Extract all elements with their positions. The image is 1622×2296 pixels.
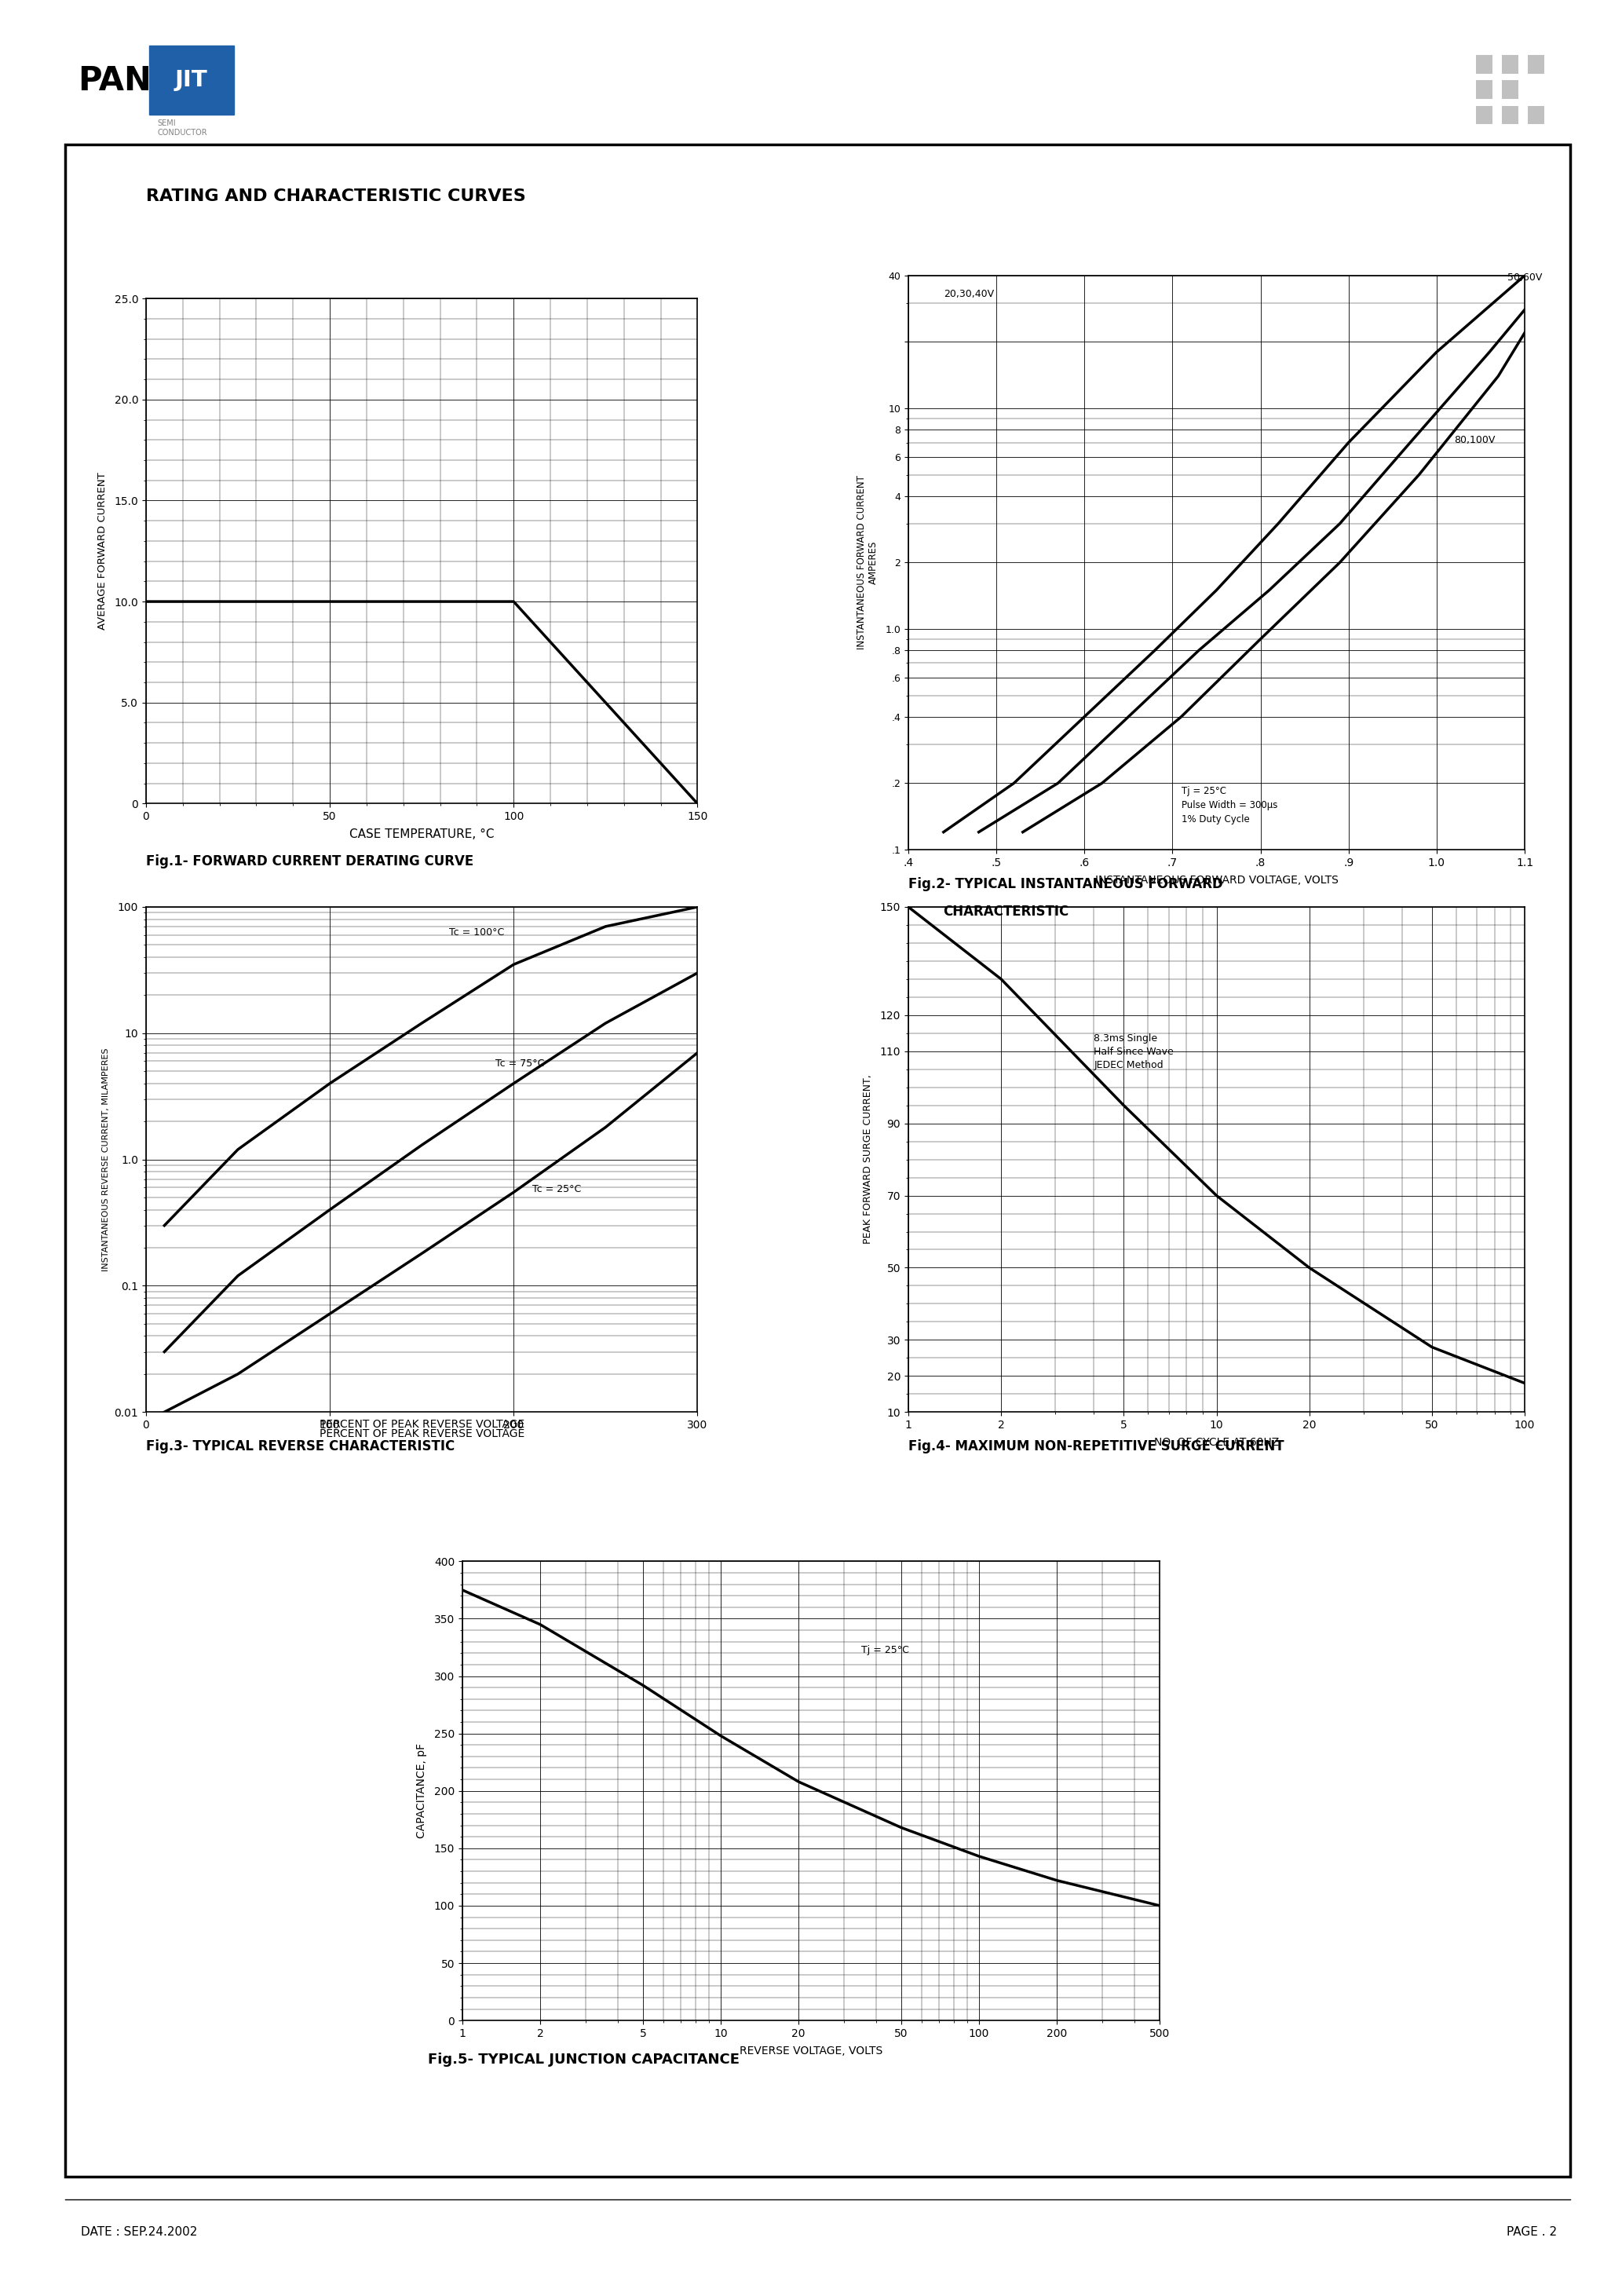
- X-axis label: INSTANTANEOUS FORWARD VOLTAGE, VOLTS: INSTANTANEOUS FORWARD VOLTAGE, VOLTS: [1095, 875, 1338, 886]
- Text: Fig.3- TYPICAL REVERSE CHARACTERISTIC: Fig.3- TYPICAL REVERSE CHARACTERISTIC: [146, 1440, 454, 1453]
- Text: 50,60V: 50,60V: [1507, 273, 1543, 282]
- Text: Tj = 25°C
Pulse Width = 300μs
1% Duty Cycle: Tj = 25°C Pulse Width = 300μs 1% Duty Cy…: [1181, 785, 1278, 824]
- Text: Tj = 25°C: Tj = 25°C: [861, 1646, 908, 1655]
- Text: SEMI
CONDUCTOR: SEMI CONDUCTOR: [157, 119, 208, 135]
- Text: Fig.1- FORWARD CURRENT DERATING CURVE: Fig.1- FORWARD CURRENT DERATING CURVE: [146, 854, 474, 868]
- Bar: [1476, 55, 1492, 73]
- Text: RATING AND CHARACTERISTIC CURVES: RATING AND CHARACTERISTIC CURVES: [146, 188, 526, 204]
- FancyBboxPatch shape: [149, 46, 234, 115]
- Text: PAN: PAN: [78, 64, 151, 96]
- Bar: [1476, 106, 1492, 124]
- Text: 80,100V: 80,100V: [1455, 434, 1495, 445]
- X-axis label: REVERSE VOLTAGE, VOLTS: REVERSE VOLTAGE, VOLTS: [740, 2046, 882, 2057]
- Text: JIT: JIT: [175, 69, 208, 92]
- Text: PAGE . 2: PAGE . 2: [1507, 2225, 1557, 2239]
- X-axis label: CASE TEMPERATURE, °C: CASE TEMPERATURE, °C: [349, 829, 495, 840]
- Bar: [1502, 80, 1518, 99]
- Y-axis label: PEAK FORWARD SURGE CURRENT,: PEAK FORWARD SURGE CURRENT,: [863, 1075, 873, 1244]
- Bar: [65, 145, 1570, 2177]
- Bar: [1528, 106, 1544, 124]
- Y-axis label: INSTANTANEOUS FORWARD CURRENT
AMPERES: INSTANTANEOUS FORWARD CURRENT AMPERES: [856, 475, 879, 650]
- Y-axis label: INSTANTANEOUS REVERSE CURRENT, MILAMPERES: INSTANTANEOUS REVERSE CURRENT, MILAMPERE…: [102, 1047, 110, 1272]
- Text: Fig.2- TYPICAL INSTANTANEOUS FORWARD: Fig.2- TYPICAL INSTANTANEOUS FORWARD: [908, 877, 1223, 891]
- Text: PERCENT OF PEAK REVERSE VOLTAGE: PERCENT OF PEAK REVERSE VOLTAGE: [320, 1419, 524, 1430]
- Text: Fig.5- TYPICAL JUNCTION CAPACITANCE: Fig.5- TYPICAL JUNCTION CAPACITANCE: [428, 2053, 740, 2066]
- Text: Tc = 75°C: Tc = 75°C: [495, 1058, 545, 1068]
- Text: Tc = 100°C: Tc = 100°C: [449, 928, 504, 937]
- Bar: [1528, 55, 1544, 73]
- Y-axis label: AVERAGE FORWARD CURRENT: AVERAGE FORWARD CURRENT: [97, 473, 107, 629]
- Text: 20,30,40V: 20,30,40V: [944, 289, 994, 298]
- Text: 8.3ms Single
Half Since-Wave
JEDEC Method: 8.3ms Single Half Since-Wave JEDEC Metho…: [1093, 1033, 1174, 1070]
- Text: PERCENT OF PEAK REVERSE VOLTAGE: PERCENT OF PEAK REVERSE VOLTAGE: [320, 1428, 524, 1440]
- X-axis label: NO. OF CYCLE AT 60HZ: NO. OF CYCLE AT 60HZ: [1153, 1437, 1280, 1449]
- Bar: [1476, 80, 1492, 99]
- Text: CHARACTERISTIC: CHARACTERISTIC: [942, 905, 1069, 918]
- Text: Fig.4- MAXIMUM NON-REPETITIVE SURGE CURRENT: Fig.4- MAXIMUM NON-REPETITIVE SURGE CURR…: [908, 1440, 1285, 1453]
- Y-axis label: CAPACITANCE, pF: CAPACITANCE, pF: [417, 1743, 427, 1839]
- Bar: [1502, 106, 1518, 124]
- Bar: [1502, 55, 1518, 73]
- Text: DATE : SEP.24.2002: DATE : SEP.24.2002: [81, 2225, 198, 2239]
- Text: Tc = 25°C: Tc = 25°C: [532, 1185, 581, 1194]
